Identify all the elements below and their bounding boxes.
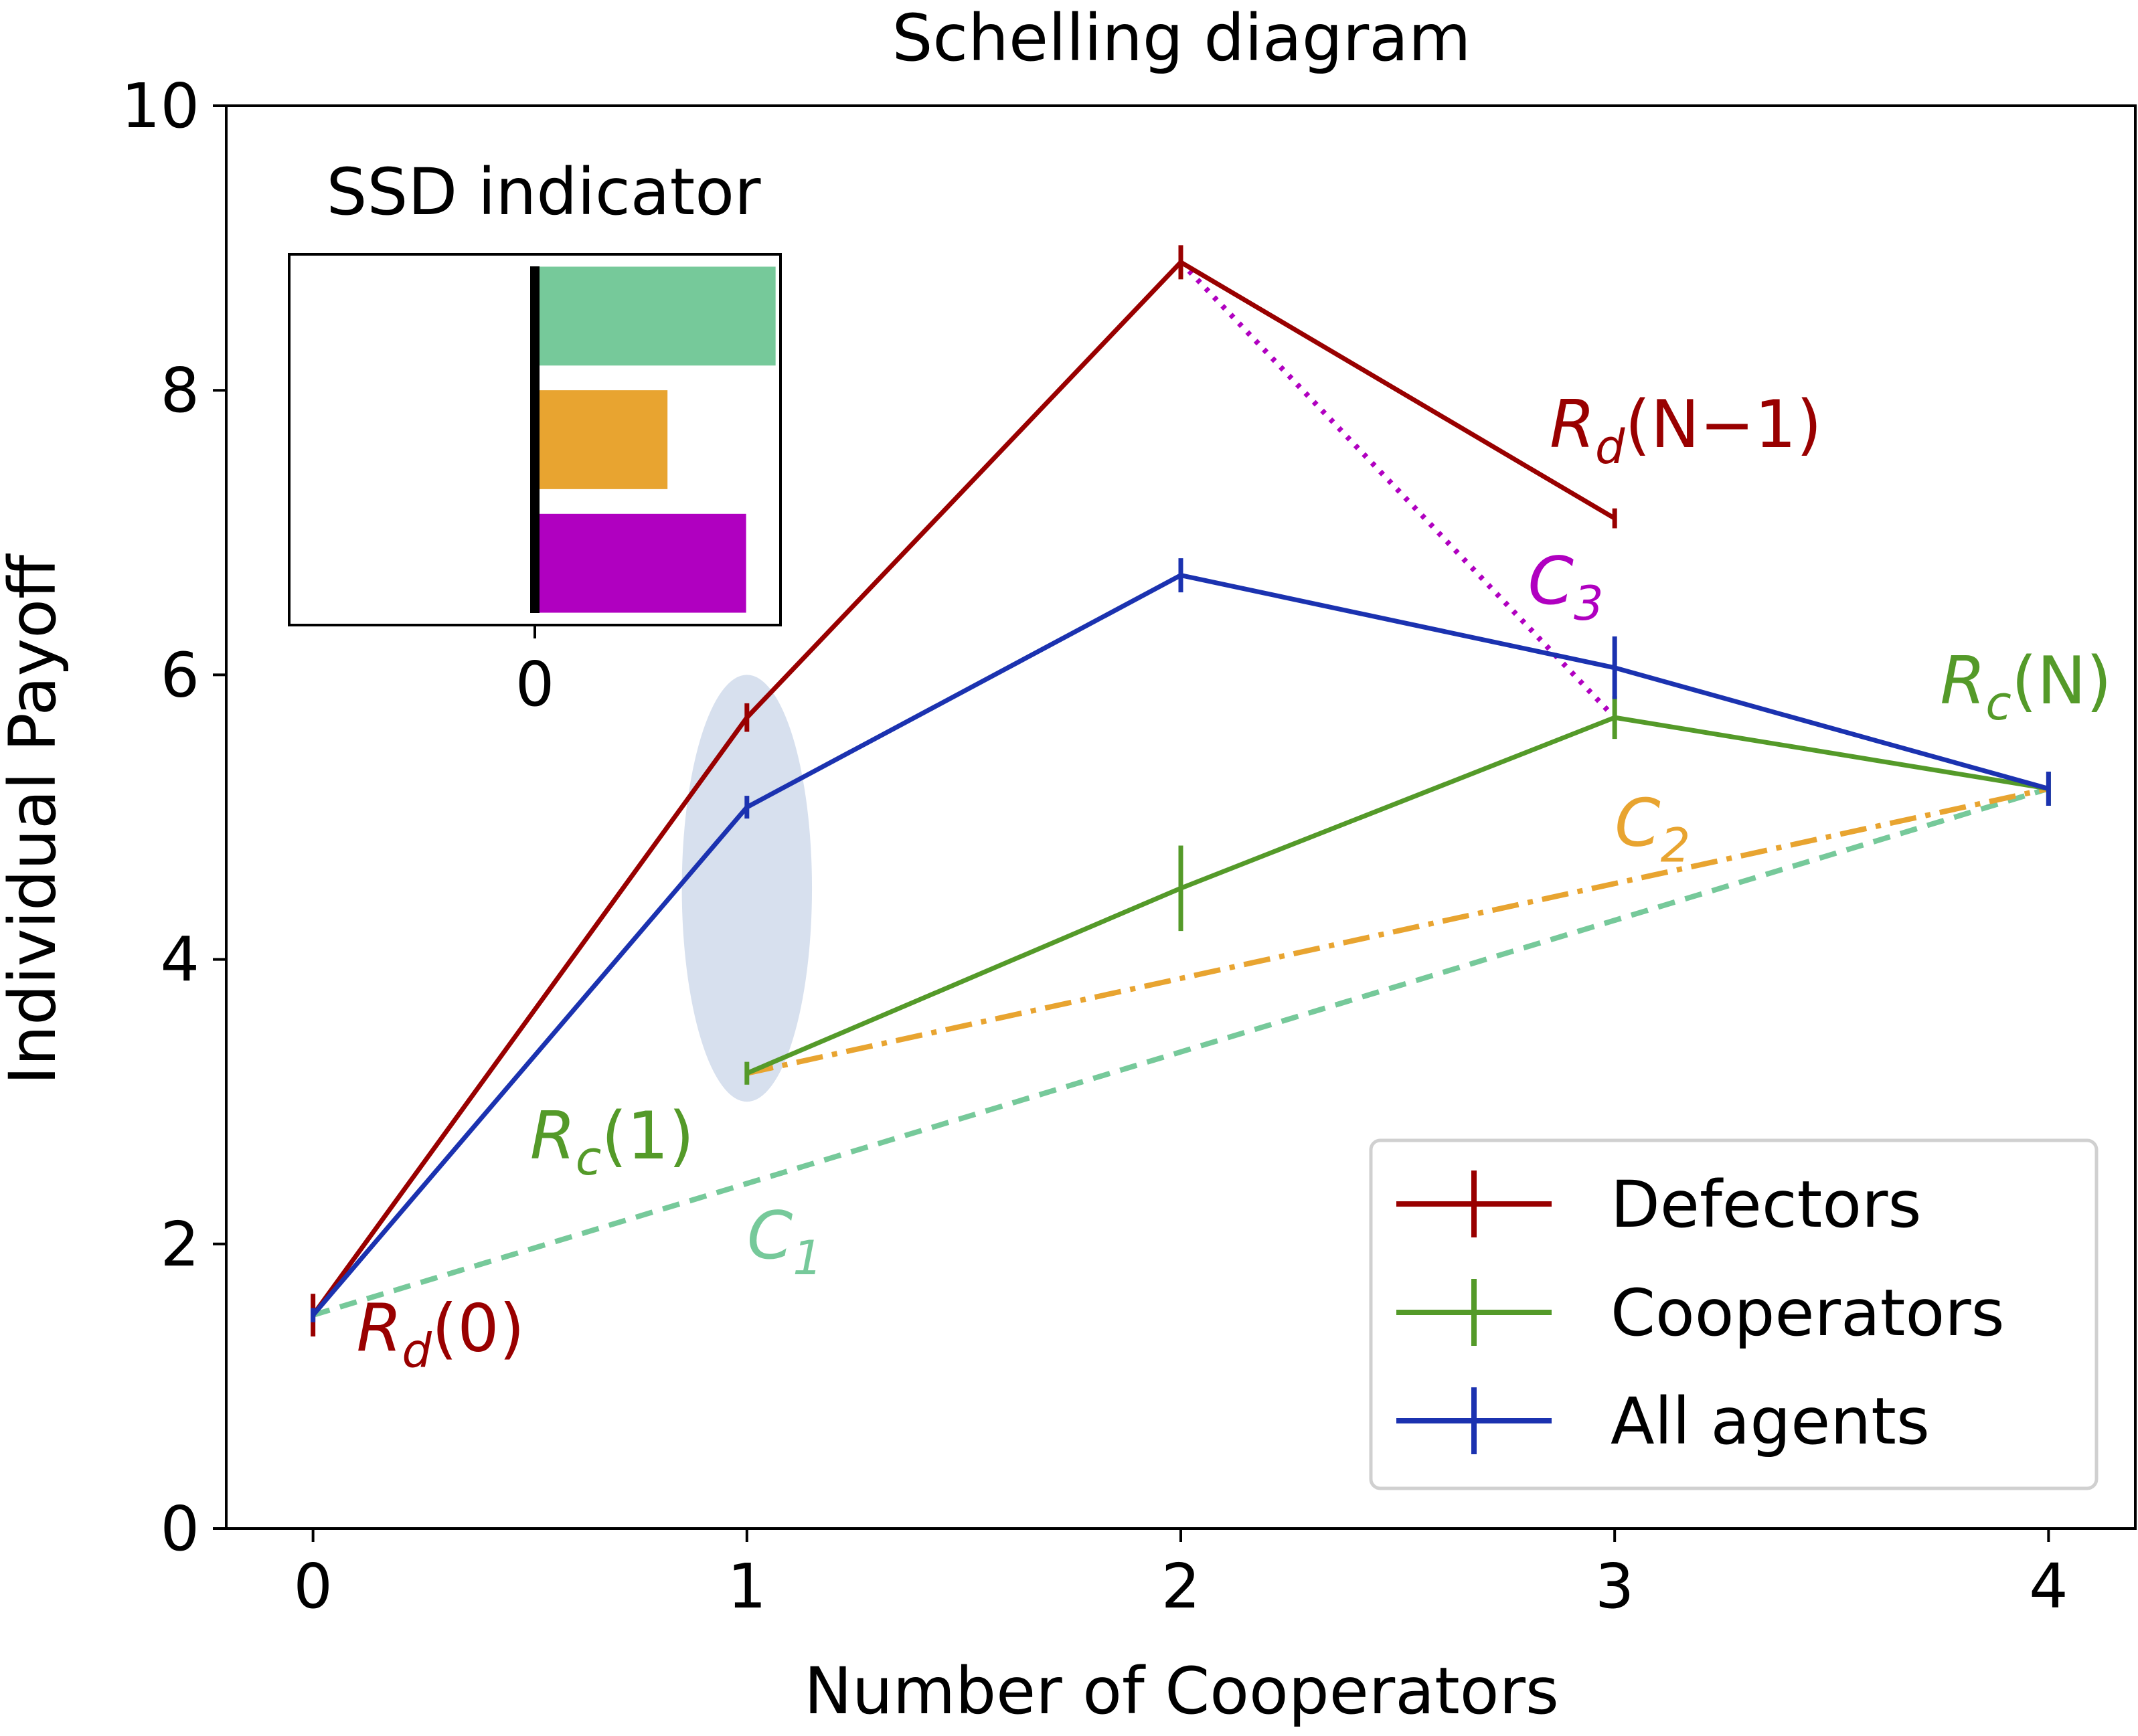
plot-area: 0 1 2 3 4 0 2 4 6 8 10 Rd(0) Rd(N−1) Rc(1) Rc(N) C1 C2 C3 <box>121 70 2137 1622</box>
y-tick-label: 2 <box>160 1209 199 1280</box>
legend-label-cooperators: Cooperators <box>1611 1276 2005 1351</box>
x-tick-label: 4 <box>2029 1551 2068 1622</box>
annotation-rc1: Rc(1) <box>530 1098 694 1186</box>
series-line-cooperators <box>746 715 2049 1075</box>
inset-title: SSD indicator <box>327 155 761 230</box>
connector-c2 <box>746 786 2050 1076</box>
legend-box <box>1369 1138 2099 1490</box>
inset-x-tick-label: 0 <box>515 648 555 720</box>
x-tick-label: 0 <box>293 1551 333 1622</box>
y-tick-label: 10 <box>121 70 199 142</box>
annotation-rd0: Rd(0) <box>356 1290 524 1378</box>
y-tick-label: 0 <box>160 1493 199 1565</box>
annotation-c3: C3 <box>1528 543 1604 631</box>
y-tick-label: 6 <box>160 639 199 711</box>
legend-label-defectors: Defectors <box>1611 1167 1921 1242</box>
connector-c3 <box>1179 260 1617 719</box>
y-axis-label: Individual Payoff <box>0 553 70 1085</box>
series-line-defectors <box>311 259 1616 1317</box>
inset-bar-c3 <box>535 513 746 613</box>
highlight-ellipse <box>681 675 813 1102</box>
legend: Defectors Cooperators All agents <box>1369 1138 2099 1490</box>
chart-title: Schelling diagram <box>892 1 1471 76</box>
y-tick-label: 4 <box>160 924 199 996</box>
annotation-rcn: Rc(N) <box>1940 643 2111 731</box>
x-tick-label: 2 <box>1161 1551 1201 1622</box>
ssd-indicator-inset: 0 <box>288 253 782 720</box>
x-tick-label: 3 <box>1595 1551 1635 1622</box>
legend-label-all-agents: All agents <box>1611 1384 1930 1459</box>
annotation-c2: C2 <box>1615 786 1690 873</box>
annotation-rdn1: Rd(N−1) <box>1550 387 1822 474</box>
inset-bar-c2 <box>535 390 668 489</box>
inset-bar-c1 <box>535 266 776 366</box>
x-axis-label: Number of Cooperators <box>804 1654 1559 1729</box>
annotation-c1: C1 <box>747 1198 823 1286</box>
y-tick-label: 8 <box>160 355 199 426</box>
x-tick-label: 1 <box>728 1551 767 1622</box>
connector-c1 <box>312 786 2050 1318</box>
